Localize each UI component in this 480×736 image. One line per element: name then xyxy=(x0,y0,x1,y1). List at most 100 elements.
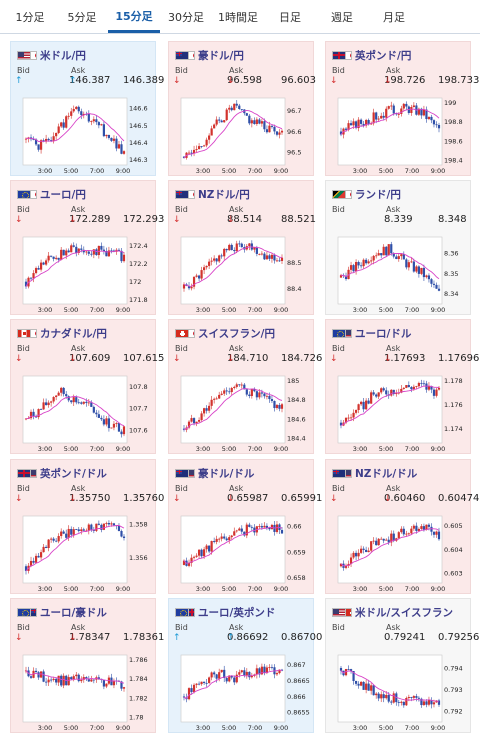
candle-body xyxy=(52,136,55,141)
candle-body xyxy=(205,139,208,146)
rate-card[interactable]: 豪ドル/ドル Bid Ask ↓ 0.65987↓ 0.65991 0.66 0.659 0.6… xyxy=(168,459,322,594)
za-flag-icon xyxy=(332,189,346,199)
tab-4[interactable]: 1時間足 xyxy=(218,11,258,24)
rate-card[interactable]: 米ドル/スイスフラン Bid Ask 0.79241 0.79256 0.794 0.793… xyxy=(325,598,479,733)
candle-body xyxy=(230,387,233,393)
candle-body xyxy=(377,253,380,256)
pair-header: スイスフラン/円 xyxy=(175,326,275,340)
pair-name[interactable]: 米ドル/スイスフラン xyxy=(355,606,454,619)
pair-name[interactable]: ユーロ/英ポンド xyxy=(198,606,276,619)
moving-average-line xyxy=(183,669,283,699)
candlestick-chart[interactable]: 107.8 107.7 107.6 3:00 5:00 7:00 9:00 xyxy=(15,373,153,453)
pair-name[interactable]: ユーロ/豪ドル xyxy=(40,606,107,619)
candle-body xyxy=(122,687,126,689)
candle-body xyxy=(240,243,243,248)
candle-body xyxy=(260,392,263,394)
us-flag-icon xyxy=(332,607,346,617)
candle-body xyxy=(437,700,441,705)
quote-flag-icon xyxy=(30,468,37,478)
pair-name[interactable]: NZドル/ドル xyxy=(355,467,418,480)
candle-body xyxy=(278,132,281,135)
rate-card[interactable]: カナダドル/円 Bid Ask ↓ 107.609↓ 107.615 107.8 107.7 1… xyxy=(10,319,164,454)
pair-name[interactable]: 英ポンド/円 xyxy=(355,49,412,62)
rate-card[interactable]: ユーロ/英ポンド Bid Ask ↑ 0.86692↑ 0.86700 0.867 0.866… xyxy=(168,598,322,733)
candlestick-chart[interactable]: 1.178 1.176 1.174 3:00 5:00 7:00 9:00 xyxy=(330,373,468,453)
candle-body xyxy=(205,408,208,411)
candle-body xyxy=(385,390,388,395)
pair-name[interactable]: ユーロ/ドル xyxy=(355,327,412,340)
rate-card[interactable]: ランド/円 Bid Ask 8.339 8.348 8.36 8.35 8.34 3:00 5:0… xyxy=(325,180,471,315)
candle-body xyxy=(32,560,35,563)
candlestick-chart[interactable]: 0.66 0.659 0.658 3:00 5:00 7:00 9:00 xyxy=(173,513,311,593)
tab-3[interactable]: 30分足 xyxy=(168,11,204,24)
rate-card[interactable]: ユーロ/豪ドル Bid Ask ↓ 1.78347↓ 1.78361 1.786 1.784 1… xyxy=(10,598,164,733)
price-labels: Bid Ask xyxy=(332,623,440,632)
quote-flag-icon xyxy=(345,468,352,478)
pair-name[interactable]: 英ポンド/ドル xyxy=(40,467,107,480)
rate-card[interactable]: 英ポンド/ドル Bid Ask ↓ 1.35750↓ 1.35760 1.358 1.356 3… xyxy=(10,459,164,594)
candlestick-chart[interactable]: 199 198.8 198.6 198.4 3:00 5:00 7:00 9:00 xyxy=(330,95,468,175)
pair-name[interactable]: 豪ドル/円 xyxy=(198,49,244,62)
x-tick-label: 7:00 xyxy=(90,306,105,314)
candle-body xyxy=(422,383,426,385)
candlestick-chart[interactable]: 1.358 1.356 3:00 5:00 7:00 9:00 xyxy=(15,513,153,593)
candle-body xyxy=(42,671,45,682)
candle-body xyxy=(260,666,263,675)
pair-name[interactable]: ランド/円 xyxy=(355,188,401,201)
candle-body xyxy=(248,115,251,124)
candle-body xyxy=(420,108,423,116)
candlestick-chart[interactable]: 0.794 0.793 0.792 3:00 5:00 7:00 9:00 xyxy=(330,652,468,732)
candlestick-chart[interactable]: 172.4 172.2 172 171.8 3:00 5:00 7:00 9:00 xyxy=(15,234,153,314)
candle-body xyxy=(60,249,63,260)
candle-body xyxy=(352,671,355,681)
gb-flag-icon xyxy=(332,50,346,60)
tab-6[interactable]: 週足 xyxy=(331,11,353,24)
candle-body xyxy=(395,256,398,260)
pair-header: 英ポンド/ドル xyxy=(17,466,107,480)
rate-card[interactable]: スイスフラン/円 Bid Ask ↓ 184.710↓ 184.726 185 184.8 18… xyxy=(168,319,322,454)
pair-header: ユーロ/豪ドル xyxy=(17,605,107,619)
tab-2[interactable]: 15分足 xyxy=(108,1,160,33)
candle-body xyxy=(100,124,103,126)
tab-1[interactable]: 5分足 xyxy=(67,11,97,24)
candlestick-chart[interactable]: 1.786 1.784 1.782 1.78 3:00 5:00 7:00 9:00 xyxy=(15,652,153,732)
candle-body xyxy=(105,683,108,687)
candle-body xyxy=(339,422,343,426)
rate-card[interactable]: 豪ドル/円 Bid Ask ↓ 96.598↓ 96.603 96.7 96.6 96.5 3:0… xyxy=(168,41,316,176)
candlestick-chart[interactable]: 146.6 146.5 146.4 146.3 3:00 5:00 7:00 9:00 xyxy=(15,95,153,175)
rate-card[interactable]: 米ドル/円 Bid Ask ↑ 146.387↑ 146.389 146.6 146.5 146… xyxy=(10,41,164,176)
candle-body xyxy=(265,667,269,674)
tab-7[interactable]: 月足 xyxy=(383,11,405,24)
candlestick-chart[interactable]: 0.867 0.8665 0.866 0.8655 3:00 5:00 7:00 9:00 xyxy=(173,652,311,732)
candlestick-chart[interactable]: 96.7 96.6 96.5 3:00 5:00 7:00 9:00 xyxy=(173,95,311,175)
rate-card[interactable]: ユーロ/円 Bid Ask ↓ 172.289↓ 172.293 172.4 172.2 172… xyxy=(10,180,164,315)
rate-card[interactable]: ユーロ/ドル Bid Ask ↓ 1.17693↓ 1.17696 1.178 1.176 1.… xyxy=(325,319,479,454)
candle-body xyxy=(200,681,203,685)
tab-5[interactable]: 日足 xyxy=(279,11,301,24)
pair-name[interactable]: カナダドル/円 xyxy=(40,327,107,340)
pair-name[interactable]: 米ドル/円 xyxy=(40,49,86,62)
pair-name[interactable]: ユーロ/円 xyxy=(40,188,86,201)
pair-name[interactable]: 豪ドル/ドル xyxy=(198,467,255,480)
candlestick-chart[interactable]: 0.605 0.604 0.603 3:00 5:00 7:00 9:00 xyxy=(330,513,468,593)
candle-body xyxy=(34,555,38,563)
ask-value: 8.348 xyxy=(438,214,467,225)
bid-value: 1.78347 xyxy=(69,632,111,643)
candlestick-chart[interactable]: 185 184.8 184.6 184.4 3:00 5:00 7:00 9:00 xyxy=(173,373,311,453)
rate-card[interactable]: NZドル/円 Bid Ask ↓ 88.514↓ 88.521 88.5 88.4 3:00 5:… xyxy=(168,180,316,315)
tab-0[interactable]: 1分足 xyxy=(15,11,45,24)
candle-body xyxy=(415,386,418,387)
candlestick-chart[interactable]: 88.5 88.4 3:00 5:00 7:00 9:00 xyxy=(173,234,311,314)
ask-label: Ask xyxy=(229,623,244,632)
candle-body xyxy=(280,404,284,409)
candle-body xyxy=(57,536,60,542)
candle-body xyxy=(112,523,116,526)
x-tick-label: 7:00 xyxy=(248,585,263,593)
rate-card[interactable]: NZドル/ドル Bid Ask ↓ 0.60460↓ 0.60474 0.605 0.604 0… xyxy=(325,459,479,594)
candlestick-chart[interactable]: 8.36 8.35 8.34 3:00 5:00 7:00 9:00 xyxy=(330,234,468,314)
price-labels: Bid Ask xyxy=(175,205,283,214)
rate-card[interactable]: 英ポンド/円 Bid Ask ↓ 198.726↓ 198.733 199 198.8 198.… xyxy=(325,41,479,176)
pair-name[interactable]: NZドル/円 xyxy=(198,188,250,201)
pair-name[interactable]: スイスフラン/円 xyxy=(198,327,276,340)
y-tick-label: 146.6 xyxy=(129,105,148,113)
